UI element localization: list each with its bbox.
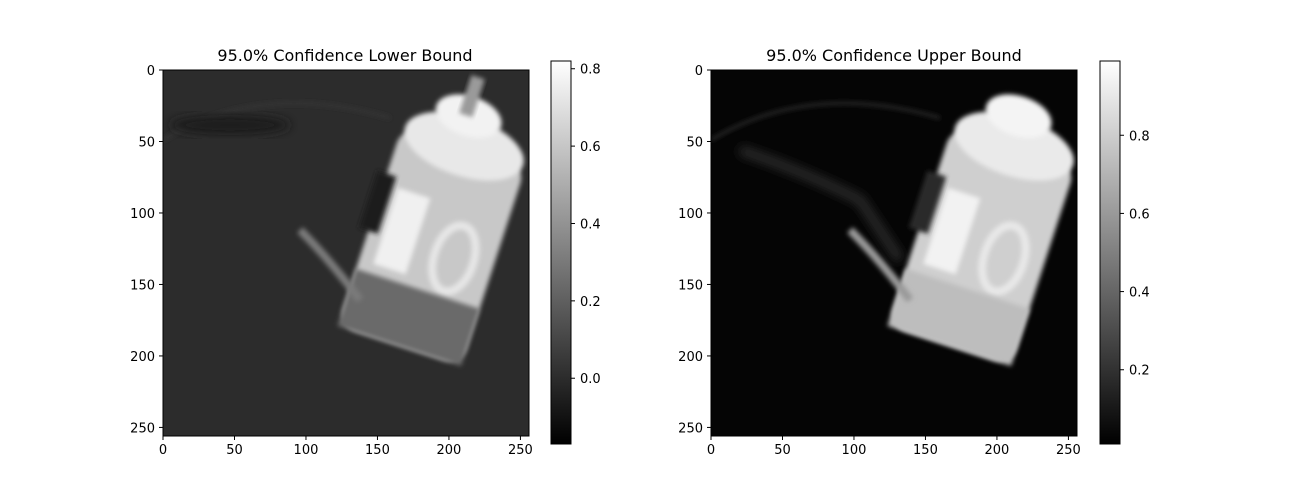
colorbar-tick-label: 0.0 (580, 372, 601, 387)
colorbar-ticks: 0.0 0.2 0.4 0.6 0.8 (571, 63, 601, 387)
colorbar-gradient (550, 60, 572, 445)
y-tick-label: 0 (695, 64, 703, 79)
colorbar-gradient (1099, 60, 1121, 445)
x-axis-ticks: 0 50 100 150 200 250 (159, 436, 533, 458)
x-tick-label: 200 (985, 443, 1010, 458)
colorbar-tick-label: 0.2 (1129, 364, 1150, 379)
colorbar-tick-label: 0.8 (580, 63, 601, 78)
x-tick-label: 150 (365, 443, 390, 458)
x-tick-label: 50 (226, 443, 243, 458)
colorbar-tick-label: 0.4 (580, 217, 601, 232)
y-tick-label: 0 (147, 64, 155, 79)
x-tick-label: 100 (294, 443, 319, 458)
x-tick-label: 200 (437, 443, 462, 458)
chart-title: 95.0% Confidence Upper Bound (766, 46, 1022, 65)
x-tick-label: 0 (159, 443, 167, 458)
satellite-image (711, 94, 1074, 367)
image-axes (162, 69, 530, 437)
x-tick-label: 50 (774, 443, 791, 458)
colorbar-tick-label: 0.6 (580, 140, 601, 155)
y-tick-label: 150 (678, 278, 703, 293)
chart-title: 95.0% Confidence Lower Bound (217, 46, 472, 65)
y-tick-label: 250 (678, 421, 703, 436)
x-tick-label: 250 (508, 443, 533, 458)
colorbar-tick-label: 0.4 (1129, 286, 1150, 301)
colorbar: 0.0 0.2 0.4 0.6 0.8 (550, 60, 601, 445)
colorbar-ticks: 0.2 0.4 0.6 0.8 (1120, 129, 1150, 379)
y-tick-label: 250 (130, 421, 155, 436)
colorbar-tick-label: 0.8 (1129, 129, 1150, 144)
colorbar: 0.2 0.4 0.6 0.8 (1099, 60, 1150, 445)
image-axes (710, 69, 1078, 437)
y-tick-label: 50 (138, 135, 155, 150)
colorbar-tick-label: 0.2 (580, 295, 601, 310)
panel-upper-bound: 95.0% Confidence Upper Bound (678, 46, 1150, 458)
x-tick-label: 150 (913, 443, 938, 458)
y-tick-label: 100 (678, 207, 703, 222)
x-tick-label: 100 (842, 443, 867, 458)
y-axis-ticks: 0 50 100 150 200 250 (678, 64, 711, 436)
x-axis-ticks: 0 50 100 150 200 250 (707, 436, 1081, 458)
y-tick-label: 200 (130, 350, 155, 365)
colorbar-tick-label: 0.6 (1129, 207, 1150, 222)
x-tick-label: 250 (1056, 443, 1081, 458)
y-tick-label: 150 (130, 278, 155, 293)
x-tick-label: 0 (707, 443, 715, 458)
y-axis-ticks: 0 50 100 150 200 250 (130, 64, 163, 436)
panel-lower-bound: 95.0% Confidence Lower Bound (130, 46, 601, 458)
y-tick-label: 200 (678, 350, 703, 365)
y-tick-label: 50 (686, 135, 703, 150)
satellite-image (163, 74, 524, 367)
y-tick-label: 100 (130, 207, 155, 222)
